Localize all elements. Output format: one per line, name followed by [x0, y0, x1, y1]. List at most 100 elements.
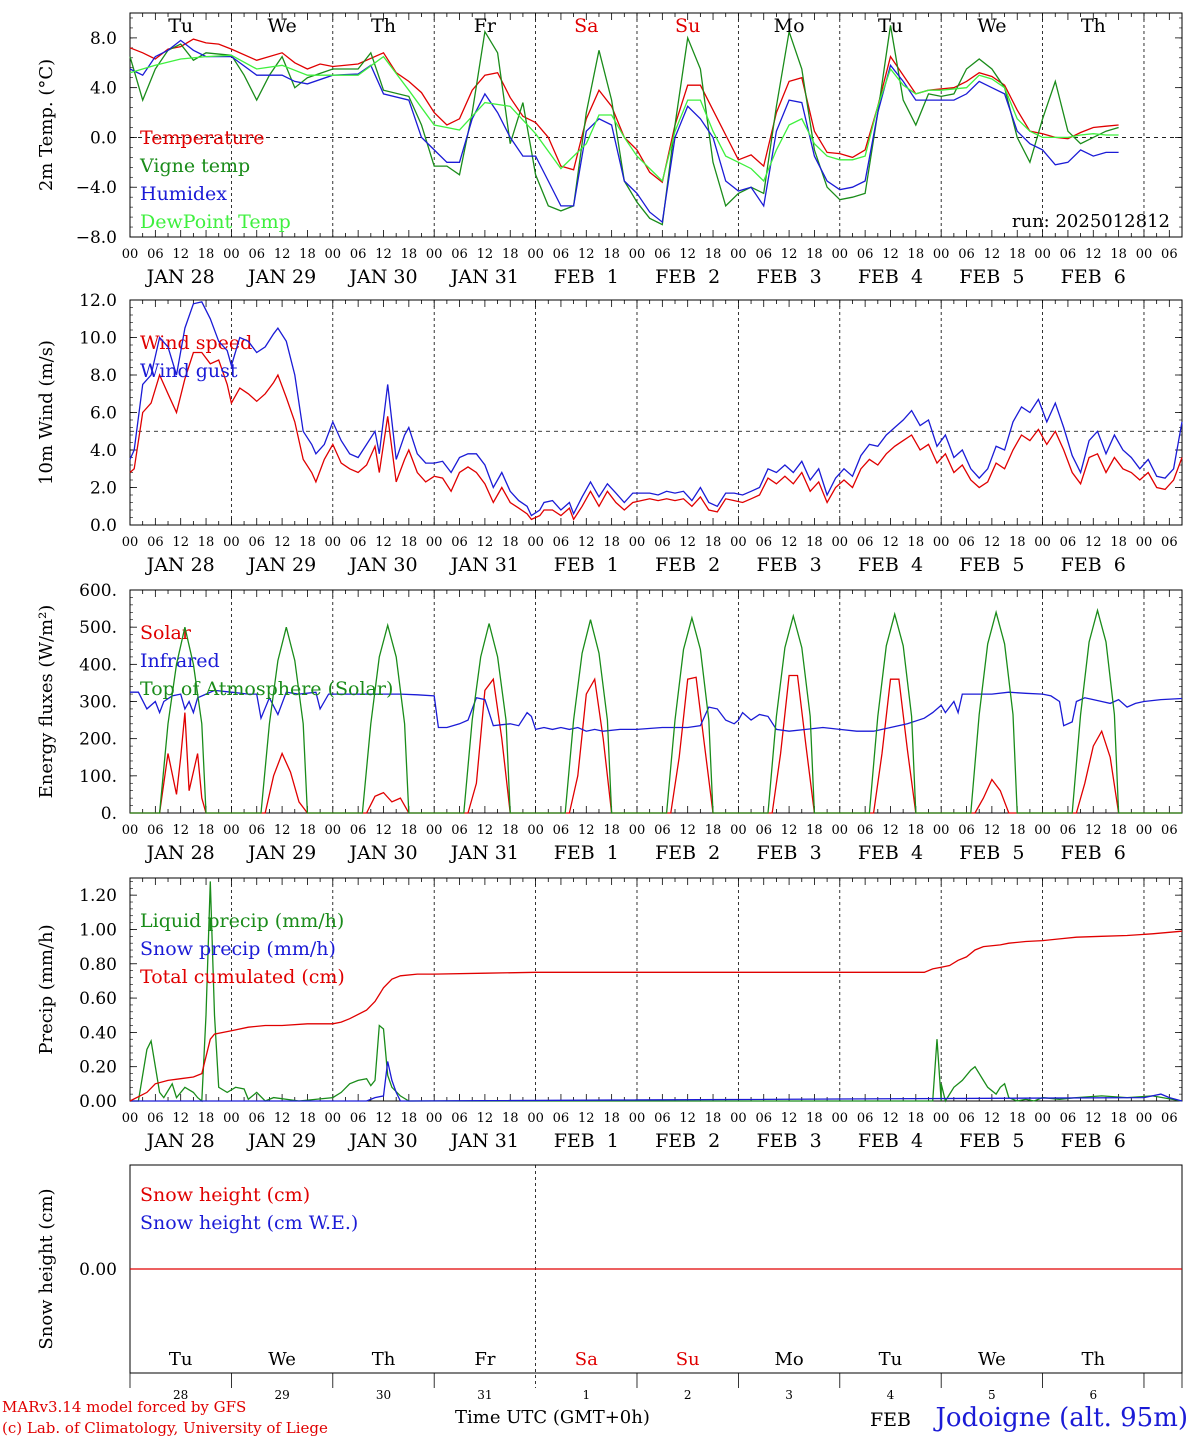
hour-tick-label: 18 — [1009, 535, 1026, 550]
y-tick-label: 8.0 — [90, 29, 117, 49]
hour-tick-label: 06 — [1161, 1111, 1178, 1126]
hour-tick-label: 12 — [578, 823, 595, 838]
hour-tick-label: 00 — [832, 535, 849, 550]
hour-tick-label: 18 — [502, 1111, 519, 1126]
hour-tick-label: 18 — [198, 247, 215, 262]
hour-tick-label: 12 — [882, 823, 899, 838]
hour-tick-label: 12 — [781, 1111, 798, 1126]
weekday-label: Tu — [878, 15, 903, 37]
month-label: FEB — [870, 1409, 911, 1431]
hour-tick-label: 12 — [984, 535, 1001, 550]
hour-tick-label: 12 — [375, 823, 392, 838]
date-label: FEB 1 — [554, 266, 619, 288]
hour-tick-label: 06 — [350, 823, 367, 838]
y-tick-label: 0.00 — [79, 1260, 117, 1280]
hour-tick-label: 12 — [679, 535, 696, 550]
hour-tick-label: 06 — [755, 247, 772, 262]
hour-tick-label: 00 — [223, 1111, 240, 1126]
legend-entry: Vigne temp — [139, 155, 250, 177]
hour-tick-label: 12 — [375, 535, 392, 550]
hour-tick-label: 06 — [857, 823, 874, 838]
hour-tick-label: 12 — [984, 1111, 1001, 1126]
hour-tick-label: 12 — [1085, 535, 1102, 550]
hour-tick-label: 06 — [248, 823, 265, 838]
legend-entry: Solar — [140, 622, 192, 644]
date-label: FEB 3 — [756, 842, 821, 864]
hour-tick-label: 18 — [1110, 247, 1127, 262]
hour-tick-label: 18 — [705, 823, 722, 838]
date-label: JAN 30 — [347, 266, 417, 288]
date-label: FEB 3 — [756, 1130, 821, 1152]
hour-tick-label: 12 — [578, 535, 595, 550]
date-label: FEB 2 — [655, 1130, 720, 1152]
hour-tick-label: 06 — [451, 1111, 468, 1126]
hour-tick-label: 12 — [882, 247, 899, 262]
y-tick-label: 1.00 — [79, 920, 117, 940]
hour-tick-label: 00 — [1034, 1111, 1051, 1126]
y-axis-title: 10m Wind (m/s) — [36, 340, 57, 485]
hour-tick-label: 06 — [350, 247, 367, 262]
weekday-label: Fr — [474, 1349, 495, 1370]
date-label: FEB 3 — [756, 266, 821, 288]
day-number-label: 31 — [477, 1388, 492, 1402]
series-line-total-cumulated-cm- — [129, 930, 1183, 1102]
weekday-label: Su — [675, 15, 700, 37]
date-label: FEB 5 — [959, 554, 1024, 576]
hour-tick-label: 12 — [375, 1111, 392, 1126]
weekday-label: Th — [1081, 15, 1106, 37]
date-label: JAN 28 — [145, 554, 215, 576]
hour-tick-label: 12 — [274, 1111, 291, 1126]
hour-tick-label: 12 — [172, 535, 189, 550]
weekday-label: Tu — [169, 1349, 193, 1370]
hour-tick-label: 18 — [908, 1111, 925, 1126]
hour-tick-label: 12 — [679, 1111, 696, 1126]
weekday-label: Mo — [774, 1349, 803, 1370]
date-label: FEB 6 — [1061, 842, 1126, 864]
date-label: FEB 5 — [959, 1130, 1024, 1152]
hour-tick-label: 18 — [705, 247, 722, 262]
hour-tick-label: 00 — [527, 823, 544, 838]
hour-tick-label: 12 — [781, 535, 798, 550]
legend-entry: Snow height (cm W.E.) — [140, 1212, 358, 1234]
legend-entry: Temperature — [140, 127, 264, 149]
hour-tick-label: 06 — [451, 247, 468, 262]
date-label: JAN 31 — [449, 554, 519, 576]
day-number-label: 4 — [887, 1388, 895, 1402]
y-tick-label: 0.20 — [79, 1058, 117, 1078]
hour-tick-label: 00 — [1034, 535, 1051, 550]
y-tick-label: 6.0 — [90, 404, 117, 424]
hour-tick-label: 00 — [426, 247, 443, 262]
date-label: FEB 5 — [959, 842, 1024, 864]
hour-tick-label: 18 — [502, 535, 519, 550]
hour-tick-label: 00 — [122, 823, 139, 838]
hour-tick-label: 06 — [147, 823, 164, 838]
hour-tick-label: 12 — [1085, 1111, 1102, 1126]
hour-tick-label: 00 — [1034, 823, 1051, 838]
hour-tick-label: 18 — [401, 1111, 418, 1126]
hour-tick-label: 18 — [502, 247, 519, 262]
hour-tick-label: 00 — [832, 1111, 849, 1126]
date-label: FEB 3 — [756, 554, 821, 576]
hour-tick-label: 00 — [933, 823, 950, 838]
hour-tick-label: 12 — [375, 247, 392, 262]
hour-tick-label: 12 — [477, 1111, 494, 1126]
hour-tick-label: 06 — [1161, 823, 1178, 838]
run-label: run: 2025012812 — [1012, 211, 1170, 232]
hour-tick-label: 06 — [248, 1111, 265, 1126]
hour-tick-label: 00 — [933, 247, 950, 262]
hour-tick-label: 06 — [147, 247, 164, 262]
hour-tick-label: 12 — [984, 823, 1001, 838]
plot-frame-3 — [129, 589, 1183, 814]
series-line-wind-gust — [129, 301, 1183, 517]
hour-tick-label: 06 — [654, 247, 671, 262]
date-label: JAN 28 — [145, 842, 215, 864]
hour-tick-label: 18 — [806, 247, 823, 262]
hour-tick-label: 00 — [832, 823, 849, 838]
hour-tick-label: 00 — [325, 535, 342, 550]
hour-tick-label: 06 — [755, 535, 772, 550]
model-credit: MARv3.14 model forced by GFS — [2, 1398, 247, 1416]
y-tick-label: 0.80 — [79, 955, 117, 975]
series-line-humidex — [129, 39, 1119, 224]
hour-tick-label: 12 — [882, 1111, 899, 1126]
